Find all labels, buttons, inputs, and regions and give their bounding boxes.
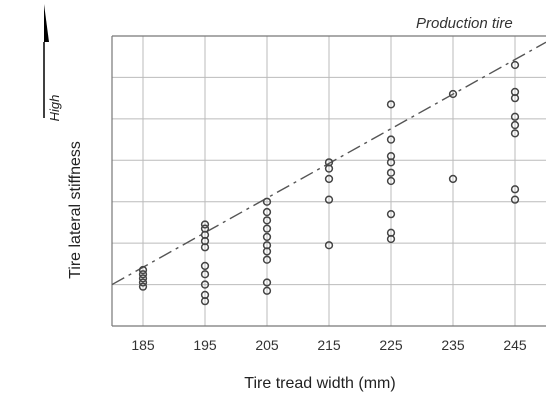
data-point (510, 120, 520, 130)
data-point (262, 247, 272, 256)
data-point (200, 280, 210, 289)
data-point (324, 164, 334, 173)
data-point (262, 224, 272, 233)
data-point (200, 220, 210, 229)
data-point (200, 243, 210, 252)
production-tire-trend-line (111, 41, 546, 286)
plot-frame (111, 35, 546, 327)
data-point (386, 135, 396, 144)
data-points (138, 60, 520, 306)
x-tick-label: 185 (131, 337, 155, 353)
data-point (138, 270, 148, 279)
data-point (262, 278, 272, 287)
data-point (448, 89, 458, 99)
data-point (386, 158, 396, 167)
high-label: High (47, 95, 62, 122)
data-point (324, 174, 334, 184)
data-point (262, 286, 272, 295)
data-point (386, 176, 396, 186)
data-point (510, 195, 520, 204)
high-indicator: High (43, 4, 62, 122)
x-tick-label: 235 (441, 337, 465, 353)
data-point (386, 234, 396, 244)
data-point (510, 93, 520, 103)
data-point (138, 265, 148, 275)
data-point (386, 209, 396, 219)
data-point (262, 216, 272, 225)
data-point (138, 274, 148, 283)
data-point (138, 278, 148, 287)
x-tick-label: 225 (379, 337, 403, 353)
data-point (200, 270, 210, 279)
x-tick-labels: 185 195 205 215 225 235 245 (131, 337, 527, 353)
x-tick-label: 195 (193, 337, 217, 353)
data-point (262, 207, 272, 217)
legend-production-tire: Production tire (416, 15, 513, 32)
grid (112, 35, 546, 327)
data-point (510, 112, 520, 121)
y-axis-label: Tire lateral stiffness (67, 141, 84, 279)
data-point (262, 232, 272, 242)
x-axis-label: Tire tread width (mm) (244, 375, 395, 392)
data-point (200, 261, 210, 271)
data-point (138, 282, 148, 291)
data-point (510, 185, 520, 194)
data-point (386, 100, 396, 109)
data-point (262, 197, 272, 206)
up-arrow-icon (44, 4, 49, 42)
data-point (200, 296, 210, 306)
x-tick-label: 215 (317, 337, 341, 353)
data-point (324, 195, 334, 204)
data-point (386, 168, 396, 177)
data-point (510, 129, 520, 138)
x-tick-label: 205 (255, 337, 279, 353)
trend-line-group (111, 41, 546, 286)
data-point (262, 255, 272, 264)
data-point (448, 174, 458, 184)
x-tick-label: 245 (503, 337, 527, 353)
data-point (324, 241, 334, 250)
data-point (510, 60, 520, 70)
